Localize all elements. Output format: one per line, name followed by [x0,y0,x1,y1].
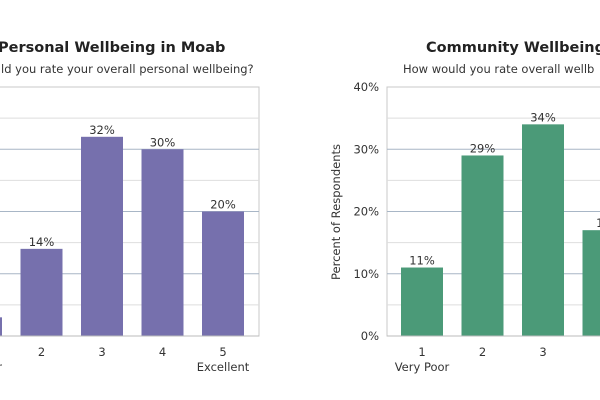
left-bar [141,149,184,336]
left-bar [0,317,2,336]
right-chart-ylabel: Percent of Respondents [329,144,343,280]
left-chart-subtitle: ld you rate your overall personal wellbe… [1,62,254,76]
left-xtick-label: 2 [38,345,45,359]
right-data-label: 29% [470,141,496,155]
left-data-label: 14% [29,235,55,249]
right-ytick-label: 30% [353,142,379,156]
right-chart-title: Community Wellbeing i [426,40,600,56]
left-bar [81,136,123,336]
left-bar [20,248,63,336]
left-data-label: 32% [89,123,115,137]
left-data-label: 30% [150,135,176,149]
left-xtick-label: 3 [98,345,105,359]
right-bar [401,267,443,336]
right-bar [522,124,564,336]
right-data-label: 17 [596,216,600,230]
left-xtick-sublabel: or [0,360,2,374]
right-ytick-label: 0% [361,329,379,343]
left-xtick-label: 4 [159,345,166,359]
right-ytick-label: 10% [353,267,379,281]
right-ytick-label: 20% [353,205,379,219]
right-bar [461,155,504,336]
left-xtick-sublabel: Excellent [197,360,250,374]
left-chart-title: Personal Wellbeing in Moab [0,40,225,56]
right-xtick-label: 2 [479,345,486,359]
right-xtick-label: 1 [418,345,425,359]
right-ytick-label: 40% [353,80,379,94]
right-data-label: 11% [409,254,435,268]
left-bar [202,211,244,336]
left-xtick-label: 5 [219,345,226,359]
right-bar [582,230,600,336]
right-xtick-sublabel: Very Poor [395,360,450,374]
right-chart-subtitle: How would you rate overall wellb [403,62,594,76]
right-xtick-label: 3 [539,345,546,359]
left-data-label: 20% [210,198,236,212]
left-chart: 14%32%30%20%1or2345Excellent [0,86,260,374]
right-data-label: 34% [530,110,556,124]
